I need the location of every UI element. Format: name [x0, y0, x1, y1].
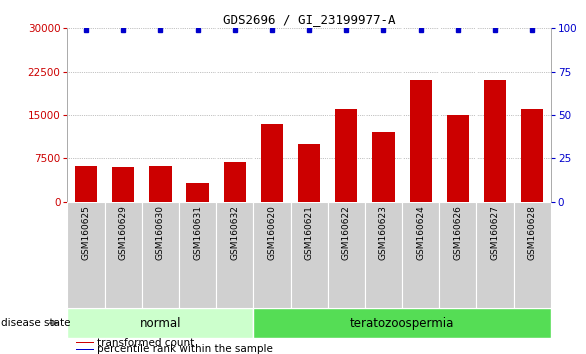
Bar	[514, 202, 551, 308]
Bar	[372, 132, 394, 202]
Text: transformed count: transformed count	[97, 337, 195, 348]
Title: GDS2696 / GI_23199977-A: GDS2696 / GI_23199977-A	[223, 13, 396, 26]
Bar	[298, 144, 321, 202]
Text: percentile rank within the sample: percentile rank within the sample	[97, 344, 273, 354]
Bar	[112, 167, 134, 202]
Bar	[104, 202, 142, 308]
Text: GSM160622: GSM160622	[342, 205, 351, 260]
Bar	[216, 202, 253, 308]
Bar	[291, 202, 328, 308]
Bar	[179, 202, 216, 308]
Bar	[447, 115, 469, 202]
Bar	[253, 202, 291, 308]
Bar	[186, 183, 209, 202]
Bar	[328, 202, 365, 308]
Bar	[67, 308, 253, 338]
Bar	[75, 166, 97, 202]
Bar	[224, 162, 246, 202]
Text: normal: normal	[139, 316, 181, 330]
Bar	[149, 166, 172, 202]
Bar	[261, 124, 283, 202]
Bar	[76, 349, 94, 350]
Bar	[76, 342, 94, 343]
Text: GSM160629: GSM160629	[119, 205, 128, 260]
Text: teratozoospermia: teratozoospermia	[350, 316, 454, 330]
Bar	[410, 80, 432, 202]
Bar	[142, 202, 179, 308]
Text: GSM160620: GSM160620	[267, 205, 277, 260]
Bar	[253, 308, 551, 338]
Bar	[67, 202, 104, 308]
Text: GSM160630: GSM160630	[156, 205, 165, 260]
Bar	[365, 202, 402, 308]
Bar	[440, 202, 476, 308]
Text: GSM160628: GSM160628	[528, 205, 537, 260]
Text: GSM160625: GSM160625	[81, 205, 90, 260]
Bar	[335, 109, 357, 202]
Text: GSM160623: GSM160623	[379, 205, 388, 260]
Bar	[521, 109, 543, 202]
Text: disease state: disease state	[1, 318, 70, 328]
Bar	[484, 80, 506, 202]
Text: GSM160621: GSM160621	[305, 205, 314, 260]
Text: GSM160626: GSM160626	[454, 205, 462, 260]
Bar	[476, 202, 514, 308]
Bar	[402, 202, 440, 308]
Text: GSM160631: GSM160631	[193, 205, 202, 260]
Text: GSM160624: GSM160624	[416, 205, 425, 260]
Text: GSM160632: GSM160632	[230, 205, 239, 260]
Text: GSM160627: GSM160627	[490, 205, 499, 260]
